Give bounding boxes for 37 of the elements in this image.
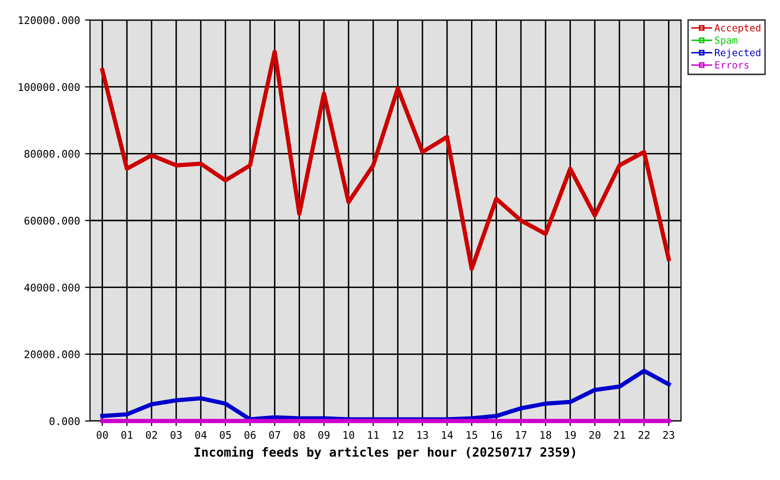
- y-tick-label: 60000.000: [24, 216, 80, 225]
- x-tick-label: 22: [638, 430, 650, 439]
- y-tick-label: 0.000: [50, 417, 80, 426]
- x-tick-label: 01: [121, 430, 133, 439]
- x-tick-label: 12: [392, 430, 404, 439]
- x-tick-label: 20: [589, 430, 600, 439]
- x-tick-label: 00: [96, 430, 108, 439]
- x-axis-title: Incoming feeds by articles per hour (20250717 2359): [194, 446, 576, 460]
- x-tick-label: 17: [516, 431, 526, 439]
- x-tick-label: 18: [540, 430, 552, 439]
- x-tick-label: 10: [344, 430, 354, 439]
- x-tick-label: 08: [294, 430, 305, 439]
- y-tick-label: 20000.000: [24, 350, 80, 358]
- x-tick-label: 13: [417, 430, 428, 439]
- x-tick-label: 07: [269, 430, 280, 439]
- legend-label: Errors: [715, 61, 748, 69]
- y-tick-label: 80000.000: [24, 150, 80, 158]
- x-tick-label: 11: [368, 431, 379, 439]
- y-tick-label: 40000.000: [24, 284, 80, 292]
- x-tick-label: 06: [244, 430, 256, 439]
- legend-label: Rejected: [715, 48, 760, 58]
- line-series: [100, 50, 671, 272]
- x-tick-label: 19: [565, 430, 576, 439]
- x-tick-label: 09: [318, 430, 330, 439]
- x-tick-label: 15: [466, 431, 478, 439]
- y-tick-label: 100000.000: [18, 83, 80, 91]
- x-tick-label: 21: [614, 430, 626, 439]
- x-tick-label: 02: [146, 430, 157, 439]
- y-tick-label: 120000.000: [18, 16, 80, 24]
- x-tick-label: 05: [220, 430, 231, 439]
- x-tick-label: 04: [195, 430, 207, 439]
- x-tick-label: 16: [491, 430, 502, 439]
- legend-label: Spam: [715, 36, 738, 46]
- x-tick-label: 03: [170, 430, 182, 439]
- legend-label: Accepted: [714, 24, 760, 34]
- x-tick-label: 23: [663, 430, 674, 439]
- x-tick-label: 14: [442, 431, 453, 439]
